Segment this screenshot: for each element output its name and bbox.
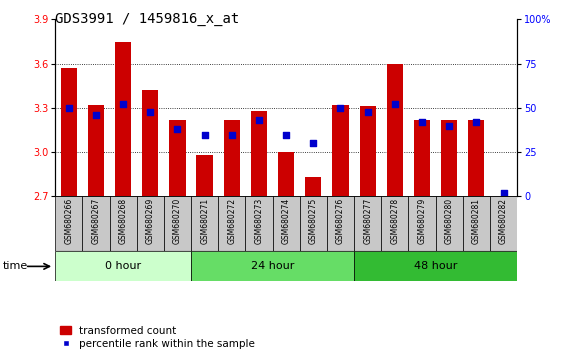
Point xyxy=(254,118,264,123)
Point xyxy=(499,190,508,196)
Bar xyxy=(191,251,354,281)
Text: GSM680280: GSM680280 xyxy=(444,198,454,244)
Bar xyxy=(169,120,185,196)
Bar xyxy=(360,107,376,196)
Text: GSM680274: GSM680274 xyxy=(282,198,290,244)
Text: GSM680270: GSM680270 xyxy=(173,198,182,244)
Bar xyxy=(387,64,403,196)
Bar xyxy=(408,196,436,251)
Point xyxy=(146,109,155,114)
Text: GSM680267: GSM680267 xyxy=(91,198,101,244)
Text: GSM680272: GSM680272 xyxy=(227,198,236,244)
Bar xyxy=(381,196,408,251)
Bar xyxy=(354,196,381,251)
Text: GSM680282: GSM680282 xyxy=(499,198,508,244)
Bar xyxy=(436,196,462,251)
Point xyxy=(64,105,73,111)
Point xyxy=(173,126,182,132)
Bar xyxy=(218,196,245,251)
Text: GSM680276: GSM680276 xyxy=(336,198,345,244)
Bar xyxy=(272,196,300,251)
Point xyxy=(227,132,236,137)
Text: GSM680273: GSM680273 xyxy=(254,198,263,244)
Point xyxy=(444,123,454,129)
Text: 48 hour: 48 hour xyxy=(414,261,457,272)
Point xyxy=(91,112,101,118)
Bar xyxy=(327,196,354,251)
Point xyxy=(472,119,481,125)
Text: GSM680275: GSM680275 xyxy=(309,198,318,244)
Bar xyxy=(191,196,218,251)
Bar xyxy=(110,196,137,251)
Text: GSM680271: GSM680271 xyxy=(200,198,209,244)
Text: GSM680277: GSM680277 xyxy=(363,198,372,244)
Point xyxy=(363,109,372,114)
Bar xyxy=(300,196,327,251)
Bar xyxy=(468,120,485,196)
Point xyxy=(336,105,345,111)
Bar xyxy=(332,105,349,196)
Point xyxy=(417,119,426,125)
Bar xyxy=(414,120,430,196)
Bar xyxy=(305,177,321,196)
Text: GSM680269: GSM680269 xyxy=(146,198,155,244)
Bar xyxy=(137,196,164,251)
Bar xyxy=(60,68,77,196)
Point xyxy=(282,132,291,137)
Bar xyxy=(245,196,272,251)
Legend: transformed count, percentile rank within the sample: transformed count, percentile rank withi… xyxy=(60,326,255,349)
Point xyxy=(309,141,318,146)
Bar xyxy=(55,251,191,281)
Bar xyxy=(55,196,83,251)
Bar xyxy=(164,196,191,251)
Text: 0 hour: 0 hour xyxy=(105,261,141,272)
Bar xyxy=(224,120,240,196)
Point xyxy=(119,102,128,107)
Bar xyxy=(490,196,517,251)
Text: GDS3991 / 1459816_x_at: GDS3991 / 1459816_x_at xyxy=(55,12,239,27)
Bar xyxy=(83,196,110,251)
Bar xyxy=(115,41,131,196)
Text: GSM680279: GSM680279 xyxy=(418,198,426,244)
Bar xyxy=(88,105,104,196)
Bar xyxy=(142,90,159,196)
Text: GSM680281: GSM680281 xyxy=(472,198,481,244)
Text: GSM680278: GSM680278 xyxy=(390,198,399,244)
Text: GSM680268: GSM680268 xyxy=(119,198,128,244)
Bar xyxy=(354,251,517,281)
Text: time: time xyxy=(3,261,28,272)
Text: 24 hour: 24 hour xyxy=(251,261,294,272)
Bar xyxy=(278,152,295,196)
Text: GSM680266: GSM680266 xyxy=(64,198,73,244)
Point xyxy=(200,132,209,137)
Bar xyxy=(462,196,490,251)
Bar xyxy=(196,155,213,196)
Bar xyxy=(441,120,457,196)
Bar xyxy=(251,111,267,196)
Point xyxy=(390,102,400,107)
